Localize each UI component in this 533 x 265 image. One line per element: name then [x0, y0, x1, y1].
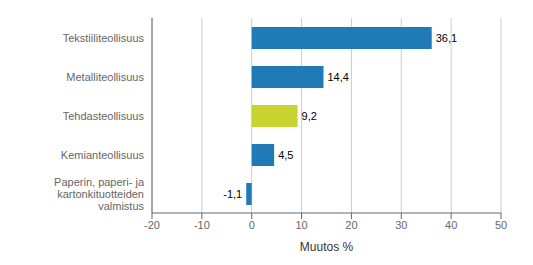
- svg-text:10: 10: [295, 219, 307, 231]
- svg-text:Metalliteollisuus: Metalliteollisuus: [66, 71, 144, 83]
- svg-text:-1,1: -1,1: [223, 188, 242, 200]
- svg-text:-20: -20: [144, 219, 160, 231]
- svg-text:50: 50: [495, 219, 507, 231]
- svg-text:30: 30: [395, 219, 407, 231]
- svg-text:14,4: 14,4: [328, 71, 349, 83]
- svg-text:Paperin, paperi- jakartonkituo: Paperin, paperi- jakartonkituotteidenval…: [54, 176, 145, 212]
- svg-text:Muutos %: Muutos %: [300, 240, 354, 254]
- svg-text:36,1: 36,1: [436, 32, 457, 44]
- svg-text:Kemianteollisuus: Kemianteollisuus: [61, 149, 145, 161]
- svg-text:40: 40: [445, 219, 457, 231]
- svg-text:20: 20: [345, 219, 357, 231]
- svg-text:-10: -10: [194, 219, 210, 231]
- svg-text:9,2: 9,2: [302, 110, 317, 122]
- svg-text:0: 0: [249, 219, 255, 231]
- svg-text:Tehdasteollisuus: Tehdasteollisuus: [63, 110, 145, 122]
- svg-text:Tekstiiliteollisuus: Tekstiiliteollisuus: [63, 32, 145, 44]
- svg-text:4,5: 4,5: [278, 149, 293, 161]
